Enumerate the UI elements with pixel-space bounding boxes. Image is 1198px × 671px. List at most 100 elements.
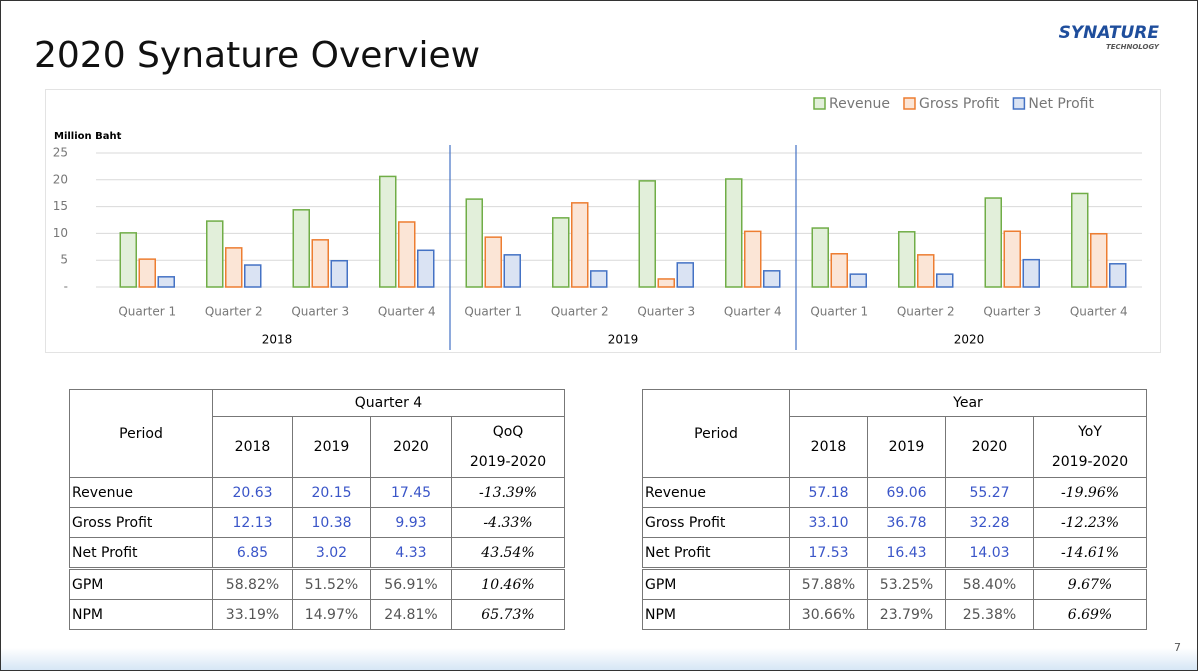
table-cell: 53.25% [868,569,946,600]
bar [1091,234,1107,287]
table-cell: 20.63 [213,478,293,508]
table-cell: 23.79% [868,600,946,630]
y-tick-label: 5 [60,253,68,267]
table-cell: 30.66% [790,600,868,630]
table-cell: Year [790,390,1147,417]
y-tick-label: 15 [53,199,68,213]
table-cell: 33.10 [790,508,868,538]
table-cell: 43.54% [452,538,565,569]
table-cell: Net Profit [643,538,790,569]
table-row: Revenue20.6320.1517.45-13.39% [70,478,565,508]
table-cell: 65.73% [452,600,565,630]
x-tick-label: Quarter 4 [724,305,782,319]
legend-label: Gross Profit [919,96,1000,112]
bar [591,271,607,287]
bar [918,255,934,287]
table-cell: -12.23% [1034,508,1147,538]
bar [572,203,588,287]
bar [764,271,780,287]
x-tick-label: Quarter 4 [1070,305,1128,319]
table-cell: 10.38 [293,508,371,538]
table-cell: 33.19% [213,600,293,630]
bar [985,198,1001,287]
slide: 2020 Synature Overview SYNATURETECHNOLOG… [0,0,1198,671]
group-label: 2020 [954,333,985,347]
table-cell: Revenue [643,478,790,508]
table-cell: 4.33 [371,538,452,569]
table-cell: 2020 [946,417,1034,478]
bar [293,210,309,287]
table-cell: 2020 [371,417,452,478]
bar [937,274,953,287]
x-tick-label: Quarter 2 [897,305,955,319]
bar [245,265,261,287]
x-tick-label: Quarter 2 [205,305,263,319]
table-cell: 17.53 [790,538,868,569]
table-cell: 57.88% [790,569,868,600]
table-cell: Gross Profit [70,508,213,538]
table-row: NPM33.19%14.97%24.81%65.73% [70,600,565,630]
table-row: PeriodYear [643,390,1147,417]
table-cell: 6.85 [213,538,293,569]
table-cell: 51.52% [293,569,371,600]
table-cell: Gross Profit [643,508,790,538]
table-cell: GPM [70,569,213,600]
table-cell: 55.27 [946,478,1034,508]
table-cell: Period [643,390,790,478]
table-cell: 32.28 [946,508,1034,538]
x-tick-label: Quarter 1 [810,305,868,319]
bar [139,259,155,287]
y-tick-label: 10 [53,226,68,240]
bar [1023,260,1039,287]
table-cell: 16.43 [868,538,946,569]
table-cell: 2018 [213,417,293,478]
bar [1072,193,1088,287]
table-cell: 2019 [293,417,371,478]
bar [726,179,742,287]
change-header: QoQ [452,417,564,447]
x-tick-label: Quarter 3 [637,305,695,319]
group-label: 2019 [608,333,639,347]
skyline [1,648,1197,670]
table-cell: 12.13 [213,508,293,538]
bar [850,274,866,287]
table-cell: 58.82% [213,569,293,600]
table-cell: 14.03 [946,538,1034,569]
change-header: 2019-2020 [1034,447,1146,477]
legend-label: Net Profit [1028,96,1094,112]
table-cell: 3.02 [293,538,371,569]
table-cell: 9.67% [1034,569,1147,600]
slide-title: 2020 Synature Overview [34,35,480,76]
bar [639,181,655,287]
table-cell: Quarter 4 [213,390,565,417]
table-cell: NPM [643,600,790,630]
bar [658,279,674,287]
bar [418,250,434,287]
table-row: Gross Profit12.1310.389.93-4.33% [70,508,565,538]
page-number: 7 [1174,641,1181,654]
bar [120,233,136,287]
table-cell: -14.61% [1034,538,1147,569]
table-cell: Net Profit [70,538,213,569]
legend-swatch [814,98,825,109]
bar [504,255,520,287]
bar [399,222,415,287]
x-tick-label: Quarter 3 [291,305,349,319]
bar [745,231,761,287]
table-cell: 6.69% [1034,600,1147,630]
logo-tagline: TECHNOLOGY [1059,43,1159,51]
logo-name: SYNATURE [1059,23,1159,43]
bar [226,248,242,287]
y-axis-label: Million Baht [54,131,122,142]
table-cell: 20.15 [293,478,371,508]
bar [331,261,347,287]
